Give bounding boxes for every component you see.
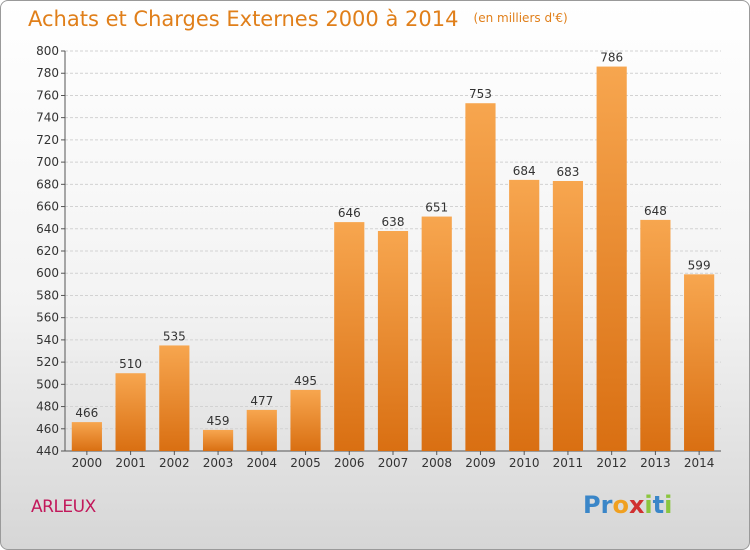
x-tick-label: 2009 [465, 456, 496, 470]
x-tick-label: 2003 [203, 456, 234, 470]
y-tick-label: 660 [36, 200, 59, 214]
data-label-2008: 651 [425, 201, 448, 215]
logo-letter: r [600, 491, 613, 519]
axes: 440 460 480 500 520 540 560 580 600 620 640 660 680 7… [36, 44, 721, 470]
data-labels: 466 510 535 459 477 495 646 638 651 753 684 683 786 6… [75, 51, 710, 428]
logo-letter: x [628, 491, 645, 519]
unit-note: (en milliers d'€) [473, 11, 568, 25]
chart-title-text: Achats et Charges Externes 2000 à 2014 [28, 7, 459, 31]
y-tick-label: 620 [36, 244, 59, 258]
logo-letter: i [644, 491, 653, 519]
bar-2004 [246, 409, 277, 451]
bar-2007 [377, 231, 409, 451]
y-tick-label: 480 [36, 400, 59, 414]
logo-letter: o [612, 491, 629, 519]
place-name: ARLEUX [31, 497, 96, 517]
x-tick-label: 2001 [115, 456, 146, 470]
y-tick-label: 540 [36, 333, 59, 347]
y-tick-label: 440 [36, 444, 59, 458]
data-label-2012: 786 [600, 51, 623, 65]
bar-2000 [71, 422, 102, 451]
x-tick-label: 2005 [290, 456, 321, 470]
y-tick-label: 500 [36, 377, 59, 391]
bar-2006 [334, 222, 365, 451]
data-label-2009: 753 [469, 87, 492, 101]
data-label-2007: 638 [382, 215, 405, 229]
chart-title: Achats et Charges Externes 2000 à 2014 (… [28, 7, 568, 31]
y-tick-label: 780 [36, 66, 59, 80]
bar-2011 [552, 181, 584, 451]
bar-2002 [159, 345, 190, 451]
bar-2013 [640, 219, 671, 451]
x-tick-label: 2004 [247, 456, 278, 470]
data-label-2003: 459 [207, 414, 230, 428]
y-tick-label: 800 [36, 44, 59, 58]
x-tick-label: 2007 [378, 456, 409, 470]
x-tick-label: 2011 [553, 456, 584, 470]
x-tick-label: 2006 [334, 456, 365, 470]
x-tick-label: 2014 [684, 456, 715, 470]
x-tick-label: 2000 [72, 456, 103, 470]
y-tick-label: 460 [36, 422, 59, 436]
bars [71, 66, 715, 452]
proxiti-logo: Proxiti [583, 491, 672, 519]
x-tick-label: 2002 [159, 456, 190, 470]
y-tick-label: 700 [36, 155, 59, 169]
data-label-2005: 495 [294, 374, 317, 388]
y-tick-label: 520 [36, 355, 59, 369]
y-tick-label: 720 [36, 133, 59, 147]
data-label-2002: 535 [163, 329, 186, 343]
bar-2009 [465, 103, 496, 451]
y-tick-label: 560 [36, 311, 59, 325]
data-label-2010: 684 [513, 164, 536, 178]
data-label-2004: 477 [250, 394, 273, 408]
y-tick-label: 600 [36, 266, 59, 280]
x-tick-label: 2012 [596, 456, 627, 470]
x-tick-label: 2013 [640, 456, 671, 470]
x-tick-label: 2008 [421, 456, 452, 470]
bar-2008 [421, 216, 452, 451]
data-label-2001: 510 [119, 357, 142, 371]
bar-2012 [596, 66, 627, 452]
bar-2014 [684, 274, 715, 451]
data-label-2014: 599 [688, 258, 711, 272]
data-label-2006: 646 [338, 206, 361, 220]
bar-2005 [290, 389, 321, 451]
y-tick-label: 740 [36, 111, 59, 125]
bar-2001 [115, 373, 146, 451]
data-label-2013: 648 [644, 204, 667, 218]
data-label-2000: 466 [75, 406, 98, 420]
logo-letter: t [652, 491, 665, 519]
y-tick-label: 680 [36, 177, 59, 191]
logo-letter: P [583, 491, 601, 519]
logo-letter: i [664, 491, 673, 519]
y-tick-label: 580 [36, 288, 59, 302]
bar-2010 [509, 179, 540, 451]
bar-2003 [202, 429, 234, 451]
y-tick-label: 760 [36, 88, 59, 102]
x-tick-label: 2010 [509, 456, 540, 470]
data-label-2011: 683 [556, 165, 579, 179]
y-tick-label: 640 [36, 222, 59, 236]
